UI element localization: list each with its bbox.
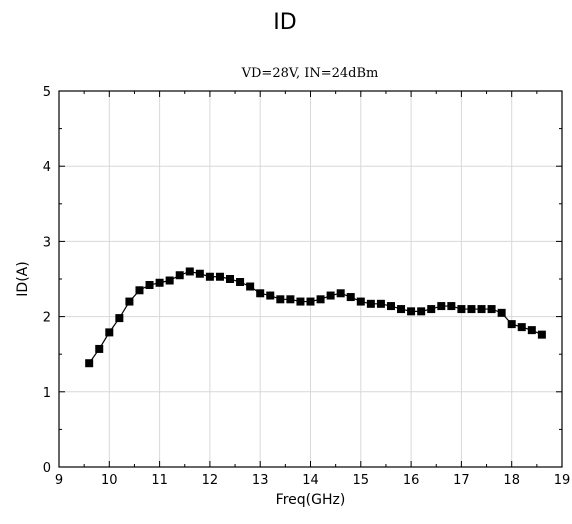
series-line [88, 270, 543, 364]
x-tick-label: 15 [353, 473, 370, 488]
data-point-marker [105, 328, 114, 337]
data-point-marker [336, 289, 345, 298]
data-point-marker [346, 293, 355, 302]
x-tick-label: 13 [252, 473, 269, 488]
data-point-marker [376, 299, 385, 308]
x-tick-label: 18 [503, 473, 520, 488]
x-tick-label: 11 [151, 473, 168, 488]
x-tick-label: 19 [554, 473, 571, 488]
data-point-marker [246, 282, 255, 291]
x-tick-label: 16 [403, 473, 420, 488]
data-point-marker [205, 272, 214, 281]
series-layer [85, 267, 546, 368]
x-tick-label: 9 [55, 473, 63, 488]
x-tick-label: 14 [302, 473, 319, 488]
y-tick-label: 4 [43, 160, 51, 175]
data-point-marker [537, 330, 546, 339]
data-point-marker [155, 278, 164, 287]
data-point-marker [386, 302, 395, 311]
data-point-marker [507, 320, 516, 329]
data-point-marker [517, 323, 526, 332]
data-point-marker [417, 307, 426, 316]
data-point-marker [397, 305, 406, 314]
data-point-marker [266, 291, 275, 300]
y-tick-label: 2 [43, 311, 51, 326]
y-tick-label: 1 [43, 386, 51, 401]
chart-title: VD=28V, IN=24dBm [241, 66, 379, 81]
data-point-marker [135, 286, 144, 295]
data-point-marker [366, 299, 375, 308]
data-point-marker [497, 308, 506, 317]
data-point-marker [236, 278, 245, 287]
data-point-marker [467, 305, 476, 314]
x-tick-label: 17 [453, 473, 470, 488]
data-point-marker [326, 291, 335, 300]
y-tick-label: 0 [43, 461, 51, 476]
grid-layer [59, 91, 562, 467]
data-point-marker [356, 297, 365, 306]
data-point-marker [165, 276, 174, 285]
data-point-marker [276, 295, 285, 304]
data-point-marker [195, 269, 204, 278]
data-point-marker [185, 267, 194, 276]
data-point-marker [447, 302, 456, 311]
y-tick-label: 5 [43, 85, 51, 100]
data-point-marker [85, 359, 94, 368]
data-point-marker [457, 305, 466, 314]
y-tick-label: 3 [43, 235, 51, 250]
data-point-marker [527, 326, 536, 335]
data-point-marker [437, 302, 446, 311]
x-tick-label: 10 [101, 473, 118, 488]
data-point-marker [316, 295, 325, 304]
data-point-marker [215, 272, 224, 281]
x-axis-title: Freq(GHz) [276, 492, 346, 508]
data-point-marker [296, 297, 305, 306]
data-point-marker [427, 305, 436, 314]
data-point-marker [125, 297, 134, 306]
data-point-marker [306, 297, 315, 306]
y-axis-title: ID(A) [15, 261, 31, 296]
data-point-marker [407, 307, 416, 316]
data-point-marker [145, 281, 154, 290]
data-point-marker [487, 305, 496, 314]
data-point-marker [256, 289, 265, 298]
data-point-marker [175, 271, 184, 280]
data-point-marker [95, 344, 104, 353]
data-point-marker [226, 275, 235, 283]
data-point-marker [477, 305, 486, 314]
data-point-marker [115, 314, 124, 323]
x-tick-label: 12 [202, 473, 219, 488]
data-point-marker [286, 295, 295, 304]
header-title: ID [273, 10, 296, 35]
